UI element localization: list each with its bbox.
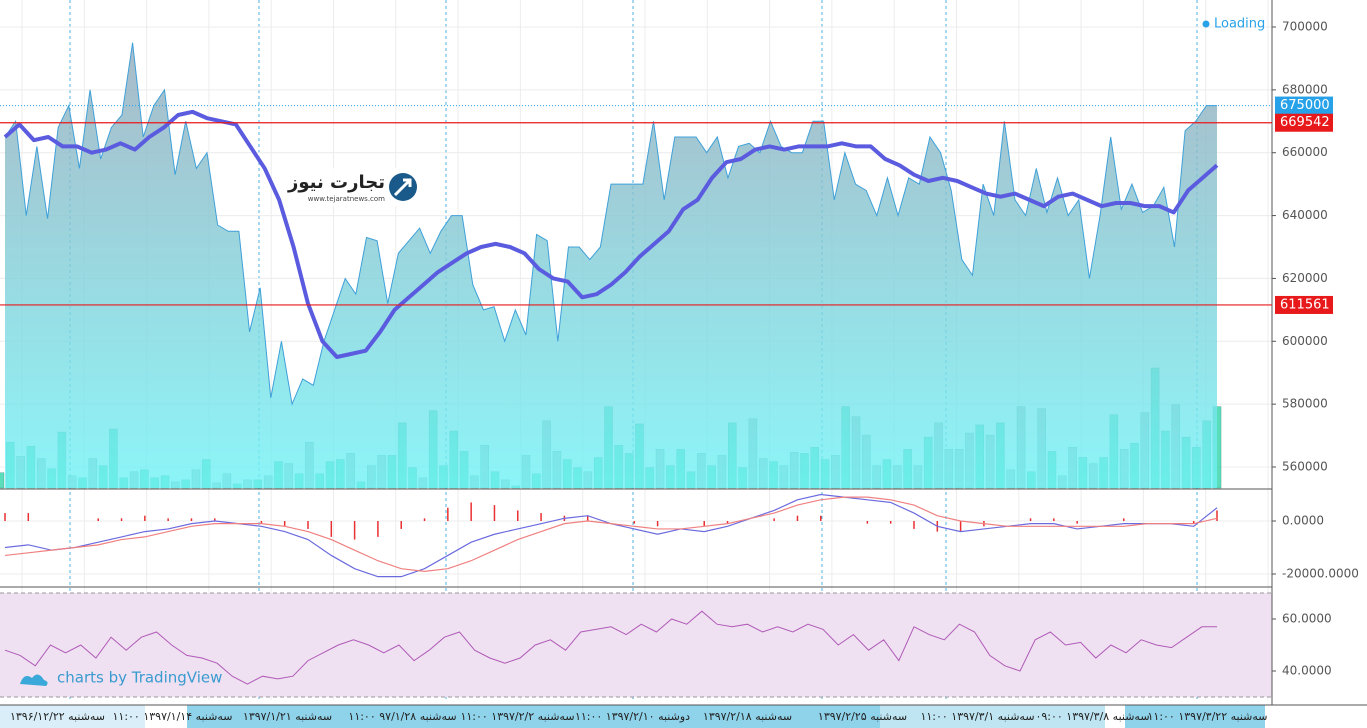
- time-label: سه‌شنبه ۱۳۹۷/۲/۱۸: [703, 710, 792, 723]
- level-label: 611561: [1280, 297, 1330, 312]
- y-tick-label: 660000: [1282, 145, 1328, 159]
- y-tick-label: 620000: [1282, 271, 1328, 285]
- y-tick-label: -20000.0000: [1282, 567, 1359, 581]
- status-dot: [1202, 20, 1210, 28]
- time-label: سه‌شنبه ۱۳۹۶/۱۲/۲۲: [10, 710, 105, 723]
- level-label-bg: [1275, 113, 1333, 132]
- time-label: سه‌شنبه ۱۳۹۷/۳/۸ ۰۹:۰۰: [1035, 710, 1149, 723]
- time-strip-bg: [0, 705, 145, 728]
- logo-site: www.tejaratnews.com: [308, 195, 385, 203]
- time-label: سه‌شنبه ۱۳۹۷/۲/۲ ۱۱:۰۰: [460, 710, 574, 723]
- y-tick-label: 40.0000: [1282, 664, 1332, 678]
- level-label-bg: [1275, 295, 1333, 314]
- y-tick-label: 580000: [1282, 397, 1328, 411]
- logo-bg: [286, 168, 422, 206]
- time-label: سه‌شنبه ۱۳۹۷/۱/۲۱: [243, 710, 332, 723]
- level-label-bg: [1275, 96, 1333, 115]
- time-label: سه‌شنبه ۱۳۹۷/۳/۲۲ ۱۱:۰۰: [1148, 710, 1268, 723]
- y-tick-label: 680000: [1282, 82, 1328, 96]
- credit: charts by TradingView: [57, 669, 222, 687]
- ma-line: [3, 109, 1219, 360]
- time-strip-bg: [880, 705, 1105, 728]
- status: Loading: [1214, 17, 1265, 32]
- time-label: سه‌شنبه ۱۳۹۷/۱/۱۴ ۱۱:۰۰: [113, 710, 233, 723]
- time-strip-bg: [1125, 705, 1265, 728]
- time-label: سه‌شنبه ۱۳۹۷/۲/۲۵: [818, 710, 907, 723]
- volume-bar: [0, 472, 5, 489]
- logo-name: تجارت نیوز: [287, 172, 385, 193]
- time-strip-bg: [187, 705, 880, 728]
- area-fill: [5, 42, 1217, 488]
- y-tick-label: 700000: [1282, 19, 1328, 33]
- macd-line: [4, 493, 1218, 578]
- rsi-line: [4, 610, 1217, 685]
- y-tick-label: 560000: [1282, 460, 1328, 474]
- level-label: 669542: [1280, 115, 1330, 130]
- y-tick-label: 0.0000: [1282, 514, 1324, 528]
- y-tick-label: 600000: [1282, 334, 1328, 348]
- rsi-band: [0, 592, 1272, 698]
- y-tick-label: 640000: [1282, 208, 1328, 222]
- time-label: سه‌شنبه ۱۳۹۷/۳/۱ ۱۱:۰۰: [920, 710, 1034, 723]
- time-label: دوشنبه ۱۳۹۷/۲/۱۰ ۱۱:۰۰: [575, 710, 690, 723]
- logo-arrow: [393, 178, 412, 197]
- plot: [0, 42, 1222, 685]
- tv-logo: [20, 674, 48, 686]
- price-line: [4, 42, 1217, 406]
- time-label: سه‌شنبه ۹۷/۱/۲۸ ۱۱:۰۰: [348, 710, 456, 723]
- macd-line: [4, 496, 1218, 572]
- y-tick-label: 60.0000: [1282, 611, 1332, 625]
- level-label: 675000: [1280, 98, 1330, 113]
